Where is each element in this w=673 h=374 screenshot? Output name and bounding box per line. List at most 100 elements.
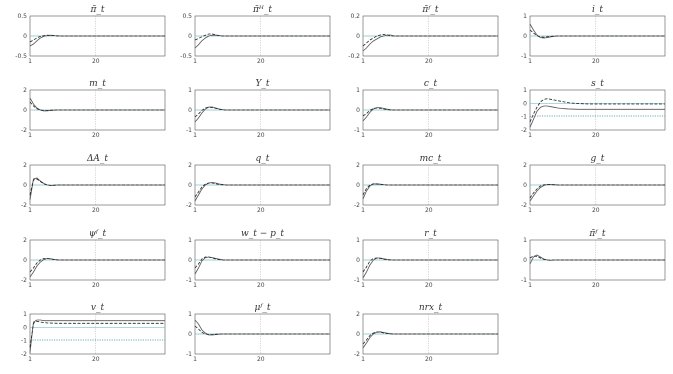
x-tick-label: 20 bbox=[92, 132, 100, 139]
series-line-dashed bbox=[362, 183, 498, 196]
panel-2: π̄ᴴ_t 0.5 0 -0.51 20 bbox=[180, 5, 331, 65]
y-tick-label: 2 bbox=[188, 162, 192, 169]
y-tick-label: 1 bbox=[356, 237, 360, 244]
y-tick-label: 0.5 bbox=[17, 13, 27, 20]
panel-16: π̄ᶠ_t10-11 20 bbox=[521, 229, 666, 289]
x-tick-label: 1 bbox=[28, 132, 32, 139]
series-line-dashed bbox=[29, 34, 165, 43]
y-tick-label: 0 bbox=[356, 182, 360, 189]
panel-9: ΔA_t20-21 20 bbox=[21, 154, 166, 214]
x-tick-label: 20 bbox=[92, 282, 100, 289]
x-tick-label: 1 bbox=[528, 207, 532, 214]
y-tick-label: 0 bbox=[523, 100, 527, 107]
panel-11: mc_t20-21 20 bbox=[354, 154, 499, 214]
x-tick-label: 20 bbox=[257, 282, 265, 289]
x-tick-label: 1 bbox=[361, 356, 365, 363]
y-tick-label: 0 bbox=[23, 324, 27, 331]
y-tick-label: 0 bbox=[188, 257, 192, 264]
panel-15: r_t10-11 20 bbox=[354, 229, 499, 289]
y-tick-label: 2 bbox=[523, 162, 527, 169]
y-tick-label: 0 bbox=[188, 182, 192, 189]
series-line-dashed bbox=[362, 107, 498, 117]
y-tick-label: 0 bbox=[523, 33, 527, 40]
x-tick-label: 1 bbox=[361, 207, 365, 214]
y-tick-label: -2 bbox=[21, 351, 27, 358]
x-tick-label: 20 bbox=[425, 207, 433, 214]
x-tick-label: 20 bbox=[592, 132, 600, 139]
x-tick-label: 20 bbox=[425, 282, 433, 289]
panel-12: g_t20-21 20 bbox=[521, 154, 666, 214]
panel-13: ψᶠ_t20-21 20 bbox=[21, 229, 166, 289]
y-tick-label: -0.5 bbox=[15, 53, 27, 60]
series-line-dashed bbox=[529, 255, 665, 261]
plot-frame bbox=[529, 89, 666, 131]
series-line-dashed bbox=[194, 325, 330, 336]
panel-title: i_t bbox=[592, 5, 603, 15]
x-tick-label: 1 bbox=[361, 282, 365, 289]
x-tick-label: 20 bbox=[425, 356, 433, 363]
plot-frame bbox=[29, 313, 166, 355]
y-tick-label: 2 bbox=[23, 162, 27, 169]
series-line-dashed bbox=[29, 320, 165, 348]
x-tick-label: 20 bbox=[425, 132, 433, 139]
x-tick-label: 1 bbox=[193, 132, 197, 139]
y-tick-label: 2 bbox=[23, 87, 27, 94]
panel-19: nrx_t20-21 20 bbox=[354, 303, 499, 363]
y-tick-label: -1 bbox=[21, 338, 27, 345]
x-tick-label: 1 bbox=[528, 132, 532, 139]
series-line-dashed bbox=[194, 256, 330, 269]
y-tick-label: 0 bbox=[188, 33, 192, 40]
series-line-dashed bbox=[362, 257, 498, 273]
y-tick-label: 1 bbox=[523, 87, 527, 94]
y-tick-label: -1 bbox=[186, 277, 192, 284]
y-tick-label: 1 bbox=[188, 87, 192, 94]
y-tick-label: -2 bbox=[186, 202, 192, 209]
y-tick-label: -1 bbox=[354, 277, 360, 284]
panel-title: π̄ᶠ_t bbox=[588, 229, 606, 239]
panel-6: Y_t10-11 20 bbox=[186, 79, 331, 139]
panel-title: ΔA_t bbox=[86, 154, 108, 164]
series-line-dashed bbox=[529, 98, 665, 123]
panel-title: c_t bbox=[424, 79, 438, 89]
y-tick-label: -1 bbox=[186, 127, 192, 134]
y-tick-label: 0.5 bbox=[182, 13, 192, 20]
panel-10: q_t20-21 20 bbox=[186, 154, 331, 214]
y-tick-label: -1 bbox=[521, 53, 527, 60]
y-tick-label: -2 bbox=[21, 127, 27, 134]
panel-8: s_t10-1-21 20 bbox=[521, 79, 666, 139]
x-tick-label: 20 bbox=[92, 207, 100, 214]
panel-18: μᶠ_t10-11 20 bbox=[186, 303, 331, 363]
x-tick-label: 1 bbox=[28, 58, 32, 65]
x-tick-label: 20 bbox=[425, 58, 433, 65]
y-tick-label: -1 bbox=[521, 277, 527, 284]
y-tick-label: 1 bbox=[188, 311, 192, 318]
series-line-solid bbox=[29, 319, 165, 353]
y-tick-label: 2 bbox=[23, 237, 27, 244]
y-tick-label: -2 bbox=[21, 202, 27, 209]
panel-title: r_t bbox=[424, 229, 437, 239]
x-tick-label: 20 bbox=[592, 282, 600, 289]
y-tick-label: 0 bbox=[23, 33, 27, 40]
series-line-dashed bbox=[362, 331, 498, 345]
panel-5: m_t20-21 20 bbox=[21, 79, 166, 139]
x-tick-label: 20 bbox=[92, 58, 100, 65]
panel-1: π̄_t 0.5 0 -0.51 20 bbox=[15, 5, 166, 65]
panel-title: m_t bbox=[89, 79, 106, 89]
y-tick-label: 2 bbox=[356, 311, 360, 318]
x-tick-label: 1 bbox=[193, 356, 197, 363]
panel-title: nrx_t bbox=[419, 303, 443, 313]
y-tick-label: 0 bbox=[23, 107, 27, 114]
panel-title: μᶠ_t bbox=[254, 303, 270, 313]
y-tick-label: -2 bbox=[354, 202, 360, 209]
series-line-dashed bbox=[29, 258, 165, 273]
y-tick-label: -1 bbox=[521, 114, 527, 121]
x-tick-label: 20 bbox=[592, 58, 600, 65]
y-tick-label: 0 bbox=[356, 331, 360, 338]
series-line-dashed bbox=[194, 106, 330, 118]
y-tick-label: -2 bbox=[21, 277, 27, 284]
series-line-dashed bbox=[529, 29, 665, 38]
panel-title: π̄_t bbox=[89, 5, 104, 15]
y-tick-label: 1 bbox=[523, 13, 527, 20]
